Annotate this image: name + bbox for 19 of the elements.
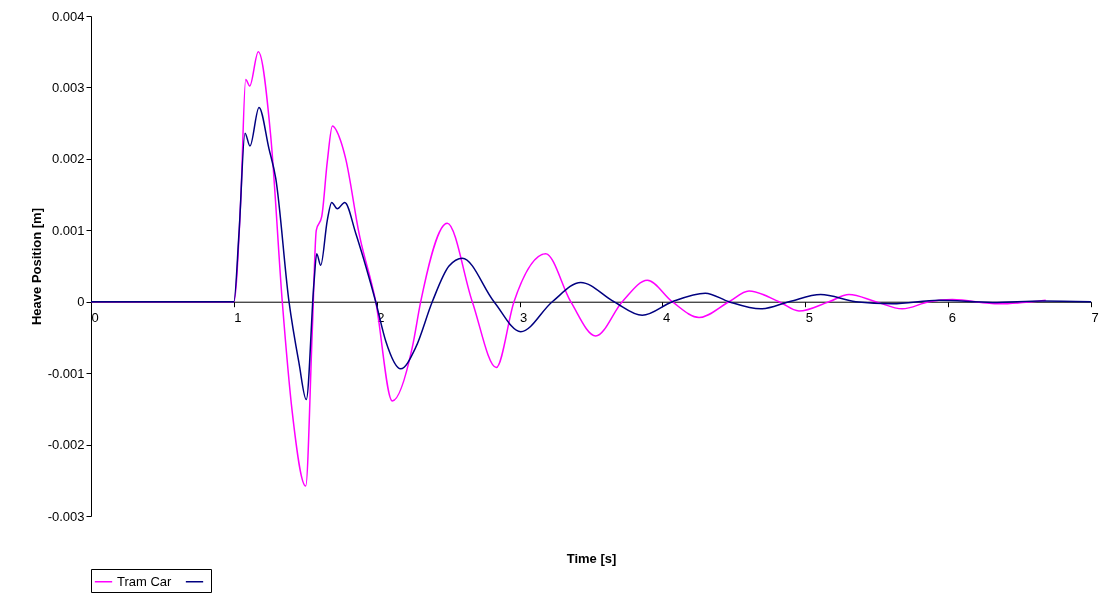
x-tick-label: 0	[91, 310, 99, 326]
x-tick-label: 6	[948, 310, 956, 326]
x-tick-label: 1	[234, 310, 242, 326]
y-axis-title: Heave Position [m]	[28, 207, 44, 326]
x-tick-label: 7	[1091, 310, 1099, 326]
y-tick-label: 0.003	[51, 79, 85, 95]
y-tick-label: 0	[77, 294, 85, 310]
x-tick-label: 4	[662, 310, 671, 326]
y-tick-label: -0.003	[47, 508, 85, 524]
y-tick-label: -0.001	[47, 365, 85, 381]
y-tick-label: 0.001	[51, 222, 85, 238]
x-tick-label: 3	[520, 310, 528, 326]
y-tick-label: 0.004	[51, 8, 85, 24]
line-series	[90, 106, 1092, 401]
y-tick-label: 0.002	[51, 151, 85, 167]
x-tick-label: 5	[805, 310, 814, 326]
x-axis-title: Time [s]	[566, 550, 617, 566]
legend-label: Tram Car	[117, 573, 173, 589]
y-tick-label: -0.002	[47, 437, 85, 453]
